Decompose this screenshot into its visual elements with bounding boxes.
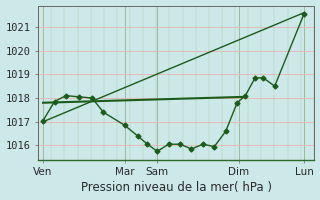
X-axis label: Pression niveau de la mer( hPa ): Pression niveau de la mer( hPa ) (81, 181, 271, 194)
